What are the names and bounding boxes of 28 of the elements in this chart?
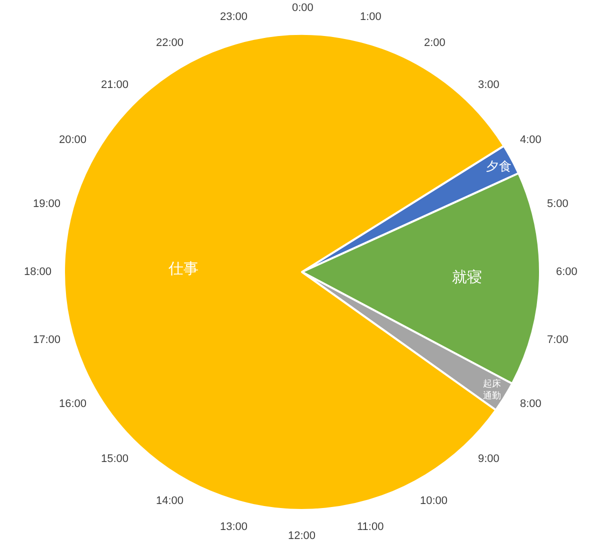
text: 3:00 (478, 79, 500, 91)
text: 15:00 (101, 453, 129, 465)
text: 7:00 (547, 334, 568, 346)
text: 16:00 (59, 398, 87, 410)
text: 12:00 (288, 530, 316, 542)
text: 8:00 (520, 398, 542, 410)
text: 1:00 (360, 11, 382, 23)
text: 13:00 (220, 521, 248, 533)
text: 21:00 (101, 79, 129, 91)
text: 5:00 (547, 198, 568, 210)
text: 19:00 (33, 198, 61, 210)
text: 2:00 (424, 37, 446, 49)
text: 22:00 (156, 37, 184, 49)
text: 0:00 (292, 2, 314, 14)
text: 6:00 (556, 266, 578, 278)
text: 10:00 (420, 495, 448, 507)
text: 18:00 (24, 266, 52, 278)
slice-label: 仕事 (168, 259, 199, 278)
text: 23:00 (220, 11, 248, 23)
text: 17:00 (33, 334, 61, 346)
slice-label: 就寝 (452, 268, 482, 286)
text: 14:00 (156, 495, 184, 507)
text: 4:00 (520, 134, 542, 146)
text: 11:00 (357, 521, 384, 533)
text: 9:00 (478, 453, 500, 465)
slice-label: 夕食 (486, 158, 512, 174)
text: 20:00 (59, 134, 87, 146)
slice-label: 起床通勤 (483, 378, 502, 402)
